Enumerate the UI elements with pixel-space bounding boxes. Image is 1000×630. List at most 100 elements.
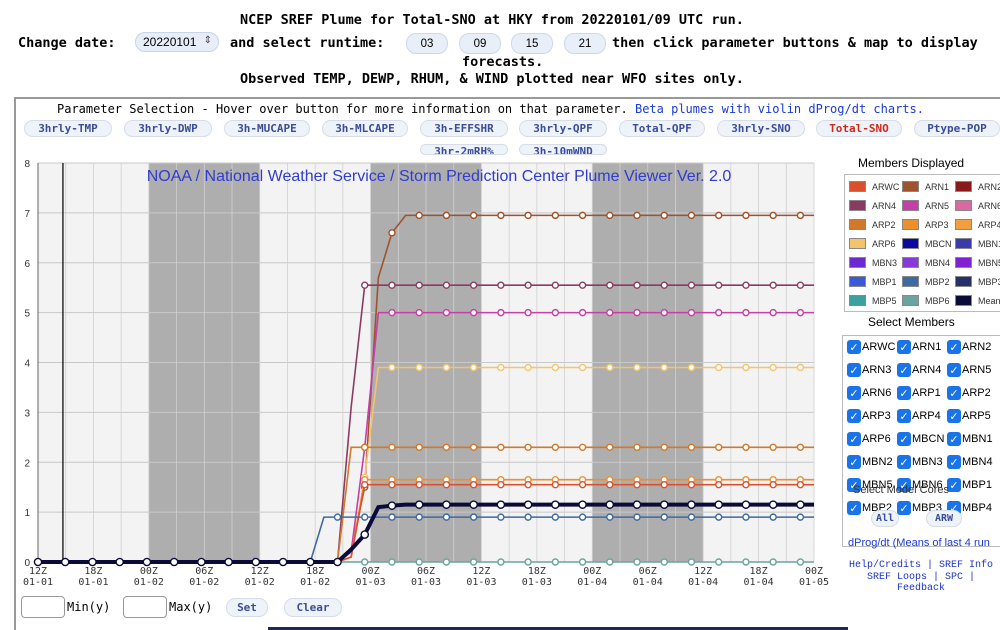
x-tick-label-date: 01-03 xyxy=(522,577,552,588)
runtime-button-21[interactable]: 21 xyxy=(564,33,606,54)
set-button[interactable]: Set xyxy=(226,598,268,617)
y-tick-label: 1 xyxy=(24,508,30,519)
data-point-arn4 xyxy=(715,281,723,289)
member-checkbox-arp2[interactable]: ✓ ARP2 xyxy=(947,386,991,400)
member-checkbox-label: ARN5 xyxy=(962,364,992,376)
member-checkbox-arp6[interactable]: ✓ ARP6 xyxy=(847,432,891,446)
spc-link[interactable]: SPC xyxy=(945,571,964,583)
member-checkbox-arn6[interactable]: ✓ ARN6 xyxy=(847,386,891,400)
member-checkbox-arn2[interactable]: ✓ ARN2 xyxy=(947,340,991,354)
data-point-arp6 xyxy=(633,363,641,372)
runtime-button-03[interactable]: 03 xyxy=(406,33,448,54)
data-point-arp6 xyxy=(578,363,587,372)
data-point-arn1 xyxy=(388,229,396,237)
data-point-mean xyxy=(360,530,370,539)
member-checkbox-mbcn[interactable]: ✓ MBCN xyxy=(897,432,944,446)
checkmark-icon: ✓ xyxy=(947,340,961,354)
param-button-3h-10mwnd[interactable]: 3h-10mWND xyxy=(519,144,607,155)
legend-member-arp6: ARP6 xyxy=(849,238,896,249)
param-button-3hrly-qpf[interactable]: 3hrly-QPF xyxy=(519,120,607,137)
member-checkbox-mbn2[interactable]: ✓ MBN2 xyxy=(847,455,893,469)
data-point-mean xyxy=(169,557,179,567)
param-button-3hrly-tmp[interactable]: 3hrly-TMP xyxy=(24,120,112,137)
member-checkbox-arn1[interactable]: ✓ ARN1 xyxy=(897,340,941,354)
data-point-arwc xyxy=(796,480,805,489)
sref-info-link[interactable]: SREF Info xyxy=(939,560,994,571)
plume-chart[interactable]: 0 1 2 3 4 5 6 7 8 12Z 01-01 18Z 01-01 00Z 01-02 06Z 01-0… xyxy=(14,155,836,595)
member-checkbox-mbp1[interactable]: ✓ MBP1 xyxy=(947,478,992,492)
member-checkbox-arp1[interactable]: ✓ ARP1 xyxy=(897,386,941,400)
legend-swatch xyxy=(849,257,866,268)
date-select[interactable]: 20220101 ⇕ xyxy=(135,32,219,52)
param-button-total-qpf[interactable]: Total-QPF xyxy=(619,120,705,137)
data-point-arn5 xyxy=(551,308,560,317)
feedback-link[interactable]: Feedback xyxy=(896,583,945,594)
data-point-arp2 xyxy=(442,443,451,451)
member-checkbox-arn5[interactable]: ✓ ARN5 xyxy=(947,363,991,377)
data-point-mbp2 xyxy=(633,513,641,521)
member-checkbox-label: MBN3 xyxy=(912,456,943,468)
data-point-arp6 xyxy=(388,363,396,372)
arw-cores-button[interactable]: ARW xyxy=(926,510,962,527)
data-point-mbp6 xyxy=(469,558,478,566)
data-point-mean xyxy=(333,557,342,567)
data-point-arwc xyxy=(497,480,505,489)
data-point-mean xyxy=(278,557,288,567)
member-checkbox-arn3[interactable]: ✓ ARN3 xyxy=(847,363,891,377)
data-point-arn1 xyxy=(769,211,777,220)
data-point-arn1 xyxy=(551,211,560,220)
data-point-arwc xyxy=(633,480,641,489)
change-date-label: Change date: xyxy=(18,35,116,51)
member-checkbox-mbn3[interactable]: ✓ MBN3 xyxy=(897,455,943,469)
param-button-3hrly-dwp[interactable]: 3hrly-DWP xyxy=(124,120,212,137)
data-point-mbp6 xyxy=(388,558,396,566)
data-point-mbp2 xyxy=(388,513,396,521)
beta-plumes-link[interactable]: Beta plumes with violin dProg/dt charts. xyxy=(634,102,924,116)
data-point-arwc xyxy=(660,480,668,489)
member-checkbox-mbn6[interactable]: ✓ MBN6 xyxy=(897,478,943,492)
member-checkbox-mbn4[interactable]: ✓ MBN4 xyxy=(947,455,993,469)
param-button-ptype-pop[interactable]: Ptype-POP xyxy=(914,120,1000,137)
dprog-link[interactable]: dProg/dt (Means of last 4 run xyxy=(848,537,990,549)
param-button-3h-effshr[interactable]: 3h-EFFSHR xyxy=(420,120,508,137)
min-y-input[interactable] xyxy=(21,596,65,618)
member-checkbox-arp4[interactable]: ✓ ARP4 xyxy=(897,409,941,423)
member-checkbox-mbn5[interactable]: ✓ MBN5 xyxy=(847,478,893,492)
data-point-mbp6 xyxy=(606,558,614,566)
data-point-mbp2 xyxy=(769,513,777,521)
max-y-input[interactable] xyxy=(123,596,167,618)
data-point-arn4 xyxy=(578,281,587,289)
param-button-3h-mlcape[interactable]: 3h-MLCAPE xyxy=(322,120,408,137)
checkmark-icon: ✓ xyxy=(897,478,911,492)
checkmark-icon: ✓ xyxy=(847,386,861,400)
data-point-arn5 xyxy=(469,308,478,317)
legend-swatch xyxy=(849,295,866,306)
param-button-3hrly-sno[interactable]: 3hrly-SNO xyxy=(717,120,805,137)
member-checkbox-mbp3[interactable]: ✓ MBP3 xyxy=(897,501,942,515)
data-point-arwc xyxy=(715,480,723,489)
data-point-arp6 xyxy=(769,363,777,372)
sref-loops-link[interactable]: SREF Loops xyxy=(866,571,927,583)
member-checkbox-arwc[interactable]: ✓ ARWC xyxy=(847,340,895,354)
data-point-arn4 xyxy=(769,281,777,289)
member-checkbox-arn4[interactable]: ✓ ARN4 xyxy=(897,363,941,377)
data-point-mbp6 xyxy=(742,558,750,566)
clear-button[interactable]: Clear xyxy=(284,598,342,617)
member-checkbox-arp3[interactable]: ✓ ARP3 xyxy=(847,409,891,423)
param-button-3hr-2mrh[interactable]: 3hr-2mRH% xyxy=(420,144,508,155)
data-point-arp2 xyxy=(578,443,587,451)
legend-swatch xyxy=(955,181,972,192)
data-point-arn4 xyxy=(742,281,750,289)
runtime-button-15[interactable]: 15 xyxy=(511,33,553,54)
param-button-3h-mucape[interactable]: 3h-MUCAPE xyxy=(224,120,310,137)
all-cores-button[interactable]: All xyxy=(871,510,899,527)
data-point-arp6 xyxy=(415,363,423,372)
member-checkbox-mbn1[interactable]: ✓ MBN1 xyxy=(947,432,993,446)
help-credits-link[interactable]: Help/Credits xyxy=(848,560,921,571)
data-point-arwc xyxy=(469,480,478,489)
data-point-mbp2 xyxy=(742,513,750,521)
member-checkbox-arp5[interactable]: ✓ ARP5 xyxy=(947,409,991,423)
data-point-arp6 xyxy=(660,363,668,372)
param-button-total-sno[interactable]: Total-SNO xyxy=(816,120,902,137)
runtime-button-09[interactable]: 09 xyxy=(459,33,501,54)
